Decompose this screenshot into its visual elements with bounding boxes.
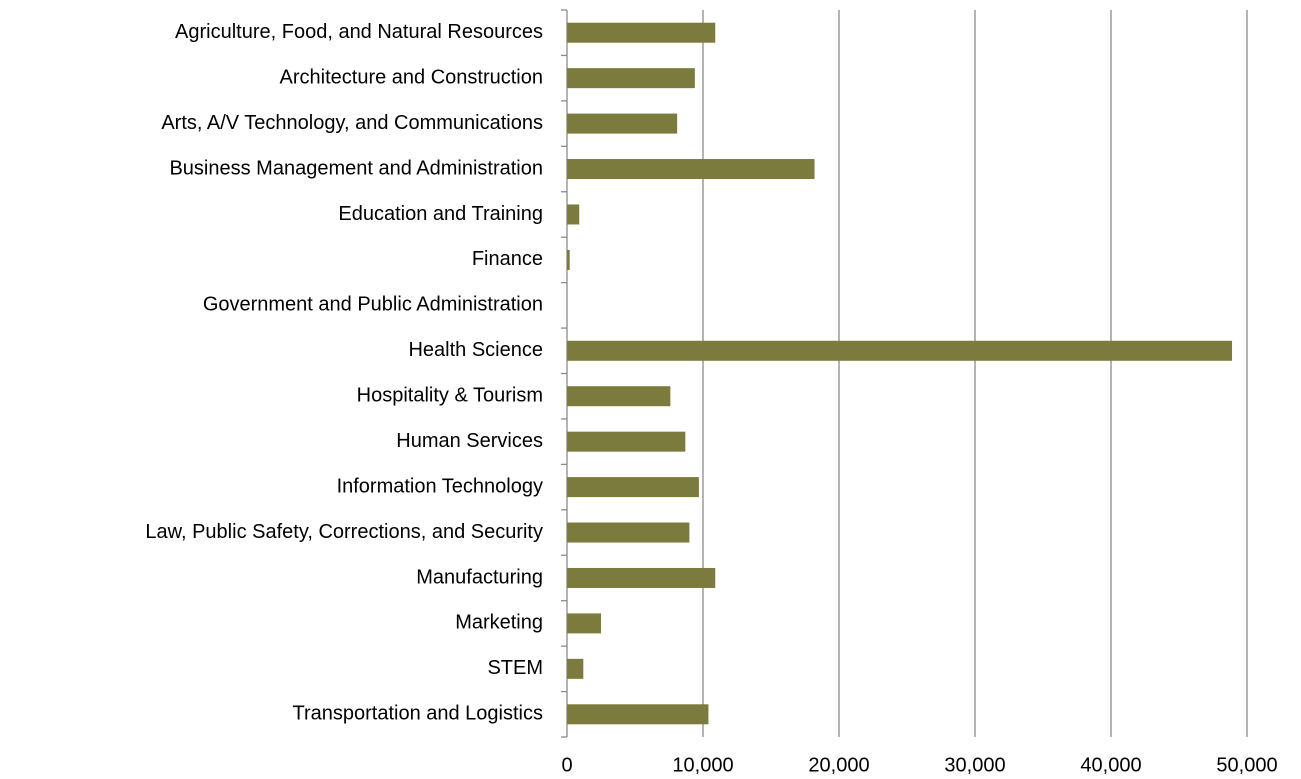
- bar: [567, 22, 716, 43]
- bar: [567, 658, 584, 679]
- bar: [567, 204, 580, 225]
- y-tick-label: Business Management and Administration: [169, 157, 543, 179]
- y-tick-label: Hospitality & Tourism: [357, 385, 543, 407]
- y-tick-label: Architecture and Construction: [280, 66, 543, 88]
- bar: [567, 704, 709, 725]
- bar: [567, 613, 601, 634]
- bar: [567, 522, 690, 543]
- y-tick-label: Arts, A/V Technology, and Communications: [161, 112, 543, 134]
- x-tick-label: 10,000: [672, 754, 733, 776]
- bar: [567, 477, 699, 498]
- x-tick-label: 40,000: [1080, 754, 1141, 776]
- x-tick-label: 20,000: [808, 754, 869, 776]
- y-tick-label: Government and Public Administration: [203, 294, 543, 316]
- bar: [567, 113, 678, 134]
- y-tick-label: Agriculture, Food, and Natural Resources: [175, 21, 543, 43]
- bar: [567, 249, 570, 270]
- bar: [567, 159, 815, 180]
- bar: [567, 567, 716, 588]
- x-tick-label: 50,000: [1216, 754, 1277, 776]
- y-tick-label: STEM: [487, 657, 543, 679]
- bar: [567, 68, 695, 89]
- y-tick-label: Manufacturing: [416, 566, 543, 588]
- x-tick-label: 0: [561, 754, 572, 776]
- bar: [567, 386, 671, 407]
- y-tick-label: Education and Training: [338, 203, 543, 225]
- y-tick-label: Marketing: [455, 612, 543, 634]
- y-tick-label: Human Services: [396, 430, 543, 452]
- bar: [567, 340, 1233, 361]
- y-tick-label: Law, Public Safety, Corrections, and Sec…: [145, 521, 543, 543]
- y-tick-label: Transportation and Logistics: [292, 703, 543, 725]
- y-tick-label: Health Science: [408, 339, 543, 361]
- x-tick-label: 30,000: [944, 754, 1005, 776]
- y-tick-label: Information Technology: [337, 475, 543, 497]
- y-tick-label: Finance: [472, 248, 543, 270]
- bar: [567, 431, 686, 452]
